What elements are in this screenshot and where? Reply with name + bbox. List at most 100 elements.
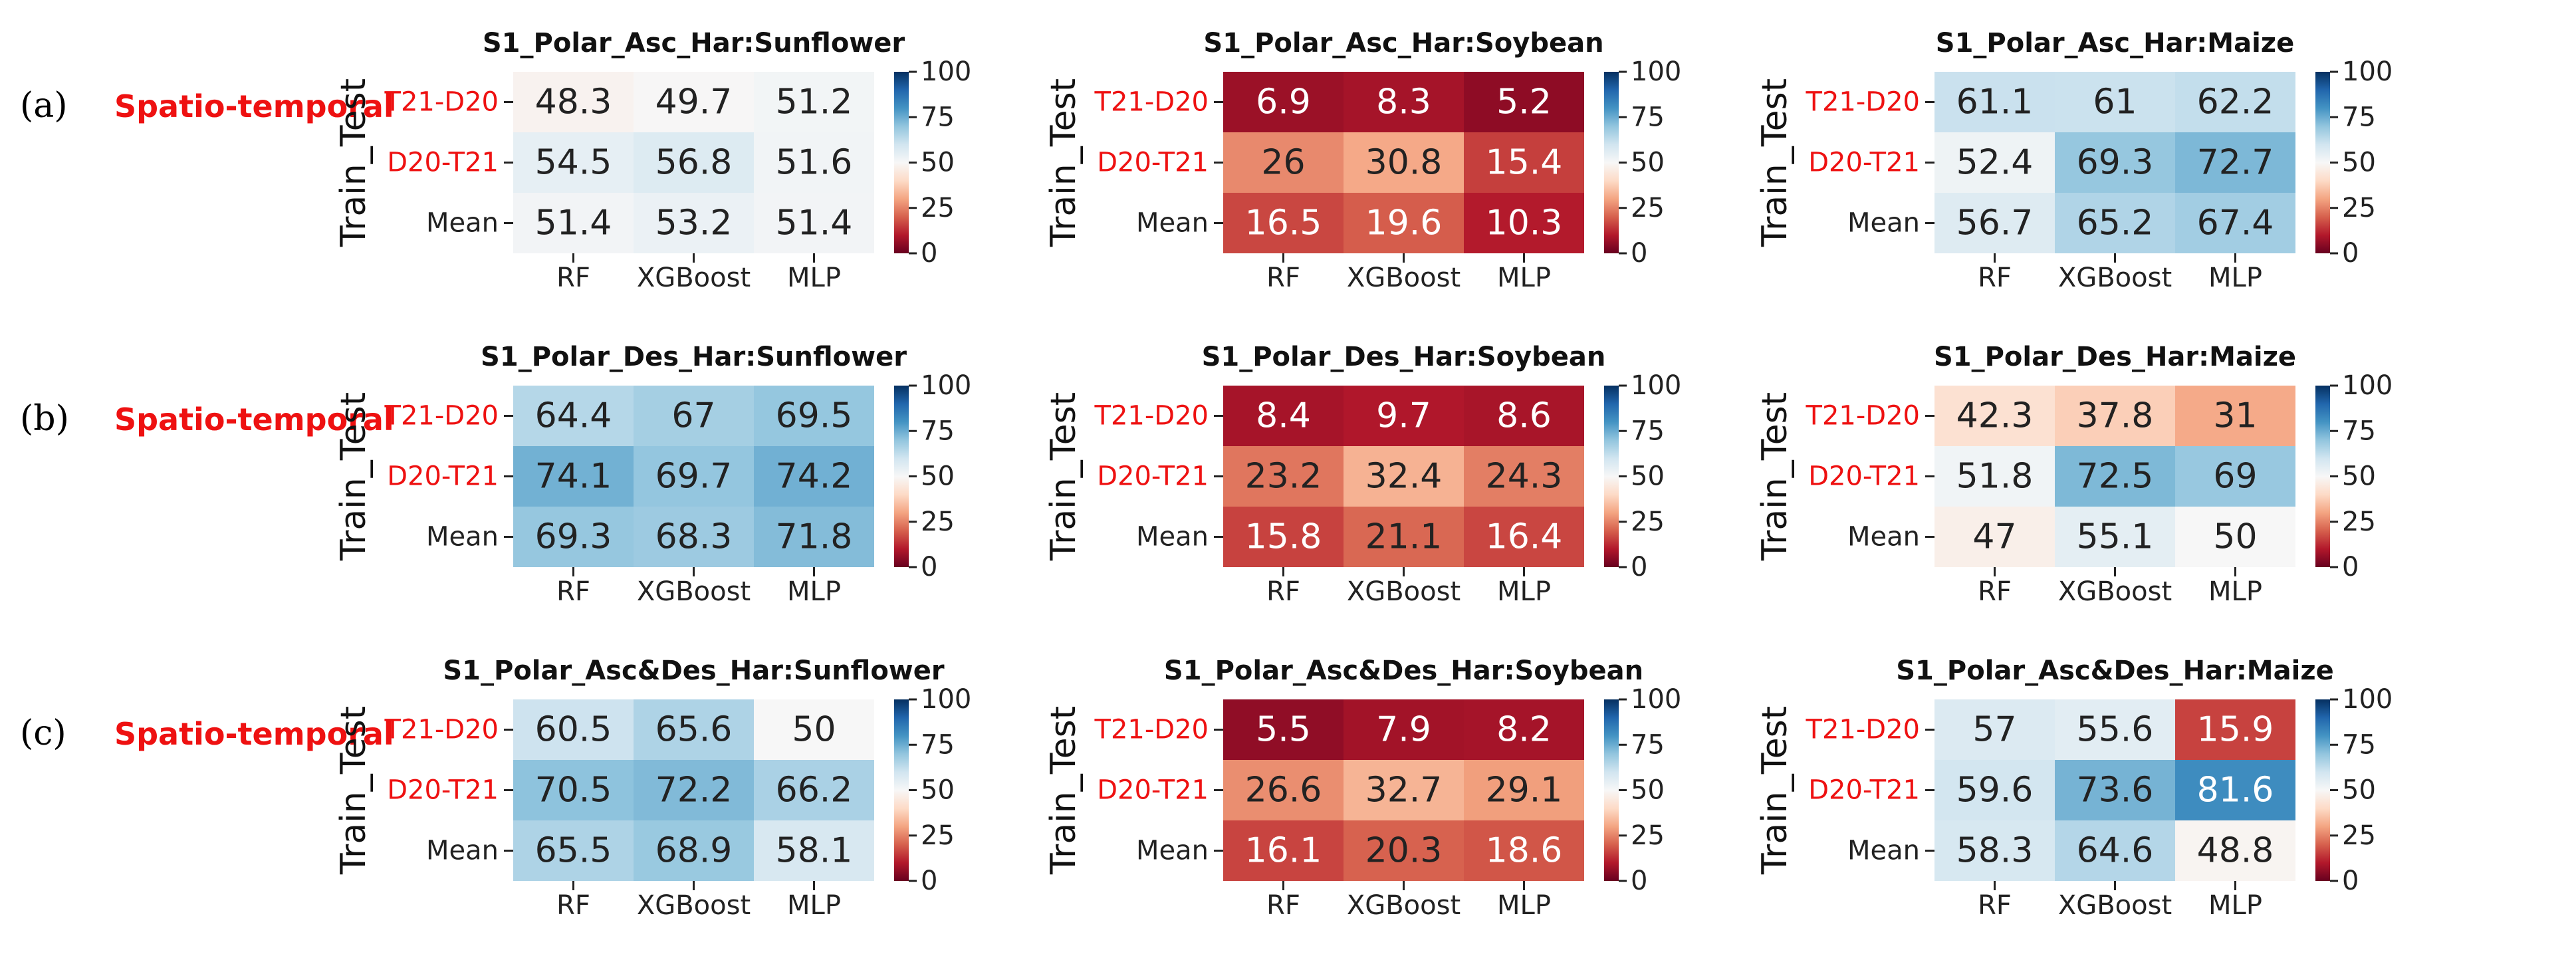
heatmap-panel: S1_Polar_Asc_Har:Sunflower Train_Test 48.3… [334, 28, 971, 293]
row-letter: (c) [20, 713, 66, 753]
cell-value-label: 16.5 [1245, 203, 1322, 243]
heatmap-cell [754, 699, 874, 760]
cell-value-label: 72.7 [2197, 143, 2274, 183]
panel-title: S1_Polar_Des_Har:Maize [1934, 342, 2296, 372]
heatmap-cell [1934, 760, 2055, 820]
y-tick-label: D20-T21 [1097, 461, 1209, 492]
heatmap-cell [634, 132, 754, 193]
heatmap-cell [1223, 386, 1344, 446]
x-tick-label: XGBoost [1347, 576, 1461, 607]
cell-value-label: 58.1 [776, 831, 853, 871]
x-tick-label: XGBoost [2058, 263, 2172, 293]
heatmap-cell [513, 507, 634, 567]
heatmap-cell [1223, 820, 1344, 881]
cell-value-label: 29.1 [1486, 771, 1563, 810]
y-axis-label: Train_Test [334, 392, 374, 561]
cell-value-label: 7.9 [1376, 710, 1431, 750]
cell-value-label: 69.3 [535, 517, 612, 557]
colorbar-tick-label: 0 [921, 552, 937, 582]
heatmap-cell [513, 386, 634, 446]
cell-value-label: 81.6 [2197, 771, 2274, 810]
cell-value-label: 16.1 [1245, 831, 1322, 871]
cell-value-label: 61.1 [1956, 82, 2034, 122]
colorbar-tick-label: 25 [1631, 820, 1665, 851]
row-label: Spatio-temporal [114, 402, 394, 437]
cell-value-label: 50 [2213, 517, 2257, 557]
heatmap-cell [2055, 820, 2175, 881]
heatmap-cell [1934, 72, 2055, 132]
colorbar-tick-label: 0 [2342, 866, 2359, 896]
colorbar-tick-label: 75 [1631, 416, 1665, 446]
cell-value-label: 71.8 [776, 517, 853, 557]
heatmap-cell [1464, 132, 1584, 193]
heatmap-panel: S1_Polar_Des_Har:Sunflower Train_Test 64.4… [334, 342, 971, 607]
x-tick-label: RF [1266, 263, 1300, 293]
y-tick-label: D20-T21 [1808, 461, 1920, 492]
cell-value-label: 55.6 [2077, 710, 2154, 750]
colorbar-tick-label: 75 [1631, 729, 1665, 760]
colorbar-tick-label: 25 [2342, 193, 2376, 223]
colorbar-tick-label: 50 [921, 775, 955, 806]
cell-value-label: 15.8 [1245, 517, 1322, 557]
x-tick-label: RF [1266, 890, 1300, 921]
cell-value-label: 72.5 [2077, 457, 2154, 497]
y-tick-label: T21-D20 [1094, 715, 1209, 745]
heatmap-cell [1464, 446, 1584, 507]
y-tick-label: D20-T21 [1097, 148, 1209, 178]
colorbar-tick-label: 0 [1631, 238, 1647, 269]
y-axis-label: Train_Test [1044, 78, 1084, 247]
cell-value-label: 56.8 [655, 143, 733, 183]
y-tick-label: Mean [426, 836, 499, 866]
heatmap-cell [2055, 132, 2175, 193]
colorbar [1604, 72, 1619, 253]
heatmap-cell [1223, 760, 1344, 820]
cell-value-label: 67.4 [2197, 203, 2274, 243]
cell-value-label: 10.3 [1486, 203, 1563, 243]
y-tick-label: D20-T21 [1808, 148, 1920, 178]
heatmap-cell [634, 507, 754, 567]
heatmap-cell [634, 820, 754, 881]
cell-value-label: 26 [1261, 143, 1305, 183]
x-tick-label: XGBoost [2058, 576, 2172, 607]
heatmap-cell [634, 386, 754, 446]
y-axis-label: Train_Test [1755, 78, 1795, 247]
cell-value-label: 48.8 [2197, 831, 2274, 871]
cell-value-label: 51.8 [1956, 457, 2034, 497]
y-tick-label: Mean [1847, 208, 1920, 239]
panel-title: S1_Polar_Des_Har:Soybean [1202, 342, 1606, 372]
cell-value-label: 73.6 [2077, 771, 2154, 810]
colorbar-tick-label: 25 [921, 820, 955, 851]
colorbar-tick-label: 50 [1631, 461, 1665, 492]
colorbar [2315, 72, 2330, 253]
heatmap-cell [2055, 72, 2175, 132]
panel-title: S1_Polar_Des_Har:Sunflower [481, 342, 907, 372]
cell-value-label: 20.3 [1365, 831, 1443, 871]
y-tick-label: T21-D20 [1806, 87, 1920, 118]
y-tick-label: D20-T21 [387, 775, 499, 806]
y-axis-label: Train_Test [1044, 706, 1084, 875]
heatmap-cell [513, 193, 634, 253]
cell-value-label: 15.4 [1486, 143, 1563, 183]
heatmap-cell [1344, 446, 1464, 507]
heatmap-panel: S1_Polar_Asc_Har:Maize Train_Test 61.1 61 62… [1755, 28, 2393, 293]
heatmap-cell [1344, 820, 1464, 881]
cell-value-label: 74.1 [535, 457, 612, 497]
y-tick-label: Mean [1136, 836, 1209, 866]
cell-value-label: 59.6 [1956, 771, 2034, 810]
colorbar-tick-label: 75 [2342, 416, 2376, 446]
panel-title: S1_Polar_Asc_Har:Sunflower [483, 28, 905, 59]
cell-value-label: 51.2 [776, 82, 853, 122]
panel-title: S1_Polar_Asc&Des_Har:Sunflower [443, 656, 945, 686]
colorbar-tick-label: 50 [1631, 775, 1665, 806]
x-tick-label: RF [556, 890, 590, 921]
x-tick-label: XGBoost [1347, 890, 1461, 921]
cell-value-label: 69.3 [2077, 143, 2154, 183]
heatmap-cell [1344, 507, 1464, 567]
cell-value-label: 70.5 [535, 771, 612, 810]
heatmap-cell [754, 820, 874, 881]
cell-value-label: 19.6 [1365, 203, 1443, 243]
cell-value-label: 64.4 [535, 396, 612, 436]
cell-value-label: 53.2 [655, 203, 733, 243]
x-tick-label: MLP [2208, 263, 2262, 293]
cell-value-label: 5.2 [1496, 82, 1552, 122]
